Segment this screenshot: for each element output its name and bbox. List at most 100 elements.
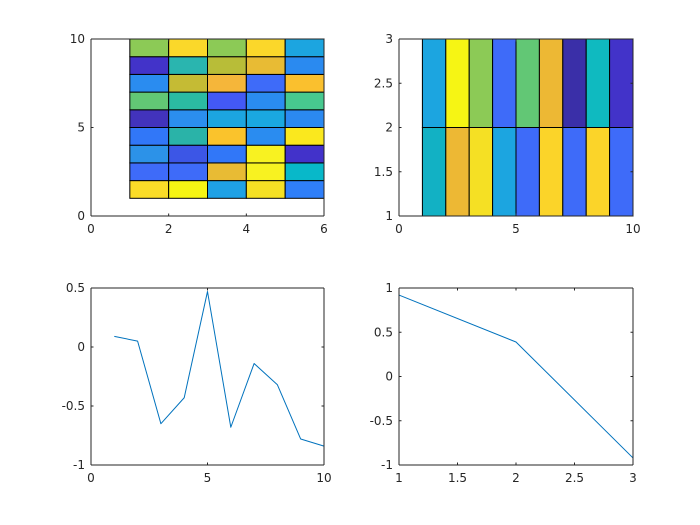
heatmap-cell [130,39,169,57]
y-tick-label: 2.5 [374,76,393,90]
heatmap-cell [169,92,208,110]
y-tick-label: 1.5 [374,165,393,179]
heatmap-cell [469,128,492,217]
heatmap-cell [285,92,324,110]
heatmap-cell [169,57,208,75]
heatmap-cell [208,128,247,146]
heatmap-cell [208,92,247,110]
heatmap-cell [516,39,539,128]
y-tick-label: -1 [381,458,393,472]
heatmap-cell [169,74,208,92]
x-tick-label: 4 [243,222,251,236]
heatmap-cell [130,110,169,128]
heatmap-cell [246,110,285,128]
heatmap-cell [285,145,324,163]
heatmap-cell [539,39,562,128]
heatmap-cell [422,128,445,217]
heatmap-cell [285,128,324,146]
heatmap-cell [130,74,169,92]
heatmap-cell [169,110,208,128]
heatmap-cell [285,39,324,57]
y-tick-label: 0 [385,370,393,384]
y-tick-label: -0.5 [370,414,393,428]
heatmap-cell [285,163,324,181]
heatmap-cell [246,181,285,199]
x-tick-label: 2 [165,222,173,236]
heatmap-cell [563,39,586,128]
x-tick-label: 1.5 [448,471,467,485]
heatmap-cell [169,128,208,146]
heatmap-cell [586,128,609,217]
heatmap-cell [169,163,208,181]
y-tick-label: 2 [385,121,393,135]
heatmap-cell [208,110,247,128]
heatmap-cell [208,163,247,181]
heatmap-cell [422,39,445,128]
y-tick-label: 0.5 [66,281,85,295]
x-tick-label: 2.5 [565,471,584,485]
heatmap-cell [208,74,247,92]
y-tick-label: -0.5 [62,399,85,413]
axes-background [91,288,324,465]
y-tick-label: 0.5 [374,325,393,339]
heatmap-cell [169,145,208,163]
heatmap-cell [208,39,247,57]
heatmap-cell [130,163,169,181]
heatmap-cell [493,39,516,128]
x-tick-label: 10 [316,471,331,485]
x-tick-label: 3 [629,471,637,485]
axes-background [399,288,633,465]
heatmap-cell [246,92,285,110]
heatmap-cell [208,181,247,199]
heatmap-cell [246,74,285,92]
heatmap-cell [446,128,469,217]
heatmap-cell [516,128,539,217]
heatmap-cell [208,57,247,75]
heatmap-cell [610,128,633,217]
y-tick-label: -1 [73,458,85,472]
heatmap-cell [285,57,324,75]
y-tick-label: 0 [77,209,85,223]
heatmap-cell [493,128,516,217]
heatmap-cell [469,39,492,128]
heatmap-cell [246,145,285,163]
heatmap-cell [285,110,324,128]
bottom-right-line-axes: 1 1.5 2 2.5 3 -1 -0.5 0 0.5 1 [370,281,637,485]
heatmap-cell [446,39,469,128]
y-tick-label: 10 [70,32,85,46]
heatmap-cell [169,39,208,57]
heatmap-cell [285,74,324,92]
x-tick-label: 0 [87,222,95,236]
heatmap-cell [610,39,633,128]
heatmap-cell [130,92,169,110]
bottom-left-line-axes: 0 5 10 -1 -0.5 0 0.5 [62,281,332,485]
heatmap-cell [130,181,169,199]
top-left-heatmap-axes: 0 2 4 6 0 5 10 [70,32,328,236]
top-right-heatmap-axes: 0 5 10 1 1.5 2 2.5 3 [374,32,641,236]
x-tick-label: 5 [512,222,520,236]
x-tick-label: 10 [625,222,640,236]
heatmap-cell [285,181,324,199]
y-tick-label: 3 [385,32,393,46]
x-tick-label: 2 [512,471,520,485]
heatmap-cell [130,57,169,75]
heatmap-cell [246,163,285,181]
heatmap-cell [563,128,586,217]
heatmap-cell [246,57,285,75]
x-tick-label: 5 [204,471,212,485]
heatmap-cell [130,128,169,146]
y-tick-label: 5 [77,121,85,135]
y-tick-label: 0 [77,340,85,354]
heatmap-cell [246,39,285,57]
y-tick-label: 1 [385,209,393,223]
heatmap-cell [208,145,247,163]
x-tick-label: 1 [395,471,403,485]
x-tick-label: 0 [395,222,403,236]
x-tick-label: 0 [87,471,95,485]
y-tick-label: 1 [385,281,393,295]
heatmap-cell [586,39,609,128]
heatmap-cell [246,128,285,146]
heatmap-cell [169,181,208,199]
x-tick-label: 6 [320,222,328,236]
